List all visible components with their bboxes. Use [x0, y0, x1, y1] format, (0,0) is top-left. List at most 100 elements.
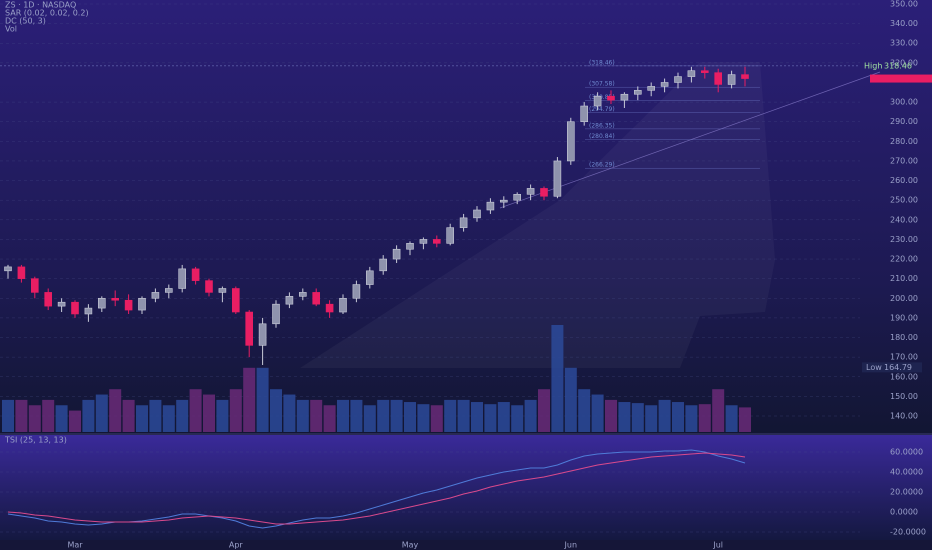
candle-body: [593, 95, 602, 107]
candle-body: [687, 70, 696, 77]
candle-body: [700, 70, 709, 73]
candle-body: [245, 311, 253, 346]
volume-bar: [739, 407, 751, 432]
volume-bar: [42, 399, 55, 432]
y-tick-label: 300.00: [890, 98, 918, 107]
candle-body: [17, 266, 26, 279]
candle-body: [647, 86, 656, 91]
x-tick-label: May: [402, 541, 419, 550]
x-tick-label: Jun: [564, 541, 578, 550]
x-tick-label: Mar: [67, 541, 83, 550]
volume-bar: [417, 404, 430, 432]
volume-bar: [631, 403, 644, 432]
y-tick-label: 280.00: [890, 137, 918, 146]
level-label: (294.79): [589, 106, 615, 113]
level-label: (307.58): [589, 81, 615, 88]
candle-body: [84, 307, 93, 315]
tsi-tick-label: -20.0000: [890, 528, 926, 537]
candle-body: [352, 284, 361, 299]
volume-bar: [377, 399, 390, 432]
y-tick-label: 250.00: [890, 196, 918, 205]
volume-bar: [578, 389, 591, 432]
low-value: 164.79: [884, 363, 912, 372]
volume-bar: [685, 405, 698, 432]
volume-bar: [337, 399, 349, 432]
volume-bar: [136, 405, 148, 432]
tsi-panel: [0, 435, 932, 540]
low-tag: [862, 362, 922, 373]
candle-body: [379, 258, 388, 272]
level-label: (280.84): [589, 133, 615, 140]
low-label: Low: [866, 363, 882, 372]
y-tick-label: 260.00: [890, 176, 918, 185]
y-tick-label: 320.00: [890, 58, 918, 67]
y-tick-label: 170.00: [890, 353, 918, 362]
volume-bar: [564, 367, 577, 432]
candle-body: [406, 243, 414, 250]
candle-body: [566, 121, 575, 162]
candle-body: [714, 72, 723, 85]
tsi-tick-label: 60.0000: [890, 448, 923, 457]
volume-bar: [229, 389, 242, 432]
candle-body: [553, 160, 562, 197]
price-panel: [0, 0, 932, 433]
volume-bar: [471, 402, 483, 432]
volume-bar: [618, 402, 631, 432]
volume-bar: [551, 325, 564, 432]
x-tick-label: Jul: [712, 541, 723, 550]
volume-bar: [82, 399, 95, 432]
volume-bar: [497, 402, 510, 432]
volume-bar: [216, 399, 229, 432]
volume-bar: [672, 402, 684, 432]
candle-body: [191, 268, 200, 281]
y-tick-label: 190.00: [890, 313, 918, 322]
y-tick-label: 160.00: [890, 372, 918, 381]
candle-body: [4, 266, 12, 272]
candle-body: [44, 292, 53, 307]
tsi-tick-label: 20.0000: [890, 488, 923, 497]
level-label: (318.46): [589, 59, 615, 66]
volume-bar: [538, 389, 550, 432]
volume-bar: [457, 399, 470, 432]
candle-body: [151, 292, 160, 299]
volume-bar: [323, 405, 336, 432]
volume-bar: [2, 399, 14, 432]
tsi-line: [7, 452, 746, 525]
volume-bar: [645, 405, 658, 432]
candle-body: [339, 297, 347, 313]
y-tick-label: 200.00: [890, 294, 918, 303]
volume-bar: [444, 399, 457, 432]
y-tick-label: 290.00: [890, 117, 918, 126]
y-tick-label: 270.00: [890, 156, 918, 165]
volume-bar: [390, 399, 403, 432]
y-tick-label: 140.00: [890, 412, 918, 421]
candle-body: [30, 278, 39, 293]
level-label: (286.35): [589, 122, 615, 129]
candle-body: [272, 303, 280, 325]
high-label: High: [864, 61, 882, 70]
y-tick-label: 330.00: [890, 39, 918, 48]
volume-bar: [15, 399, 28, 432]
candle-body: [473, 209, 481, 219]
volume-bar: [350, 399, 363, 432]
candle-body: [513, 194, 522, 201]
candle-body: [165, 288, 173, 293]
volume-bar: [524, 399, 537, 432]
volume-bar: [95, 394, 108, 432]
tsi-title: TSI (25, 13, 13): [4, 436, 67, 445]
volume-bar: [725, 405, 738, 432]
candle-body: [727, 74, 736, 85]
candle-body: [580, 105, 589, 123]
y-tick-label: 340.00: [890, 19, 918, 28]
tsi-tick-label: 0.0000: [890, 508, 918, 517]
candle-body: [285, 296, 294, 305]
volume-bar: [296, 399, 309, 432]
last-price-tag: [870, 74, 932, 83]
volume-bar: [363, 405, 376, 432]
candle-body: [607, 95, 615, 101]
volume-bar: [698, 404, 711, 432]
volume-bar: [203, 394, 215, 432]
y-tick-label: 180.00: [890, 333, 918, 342]
volume-bar: [712, 389, 725, 432]
